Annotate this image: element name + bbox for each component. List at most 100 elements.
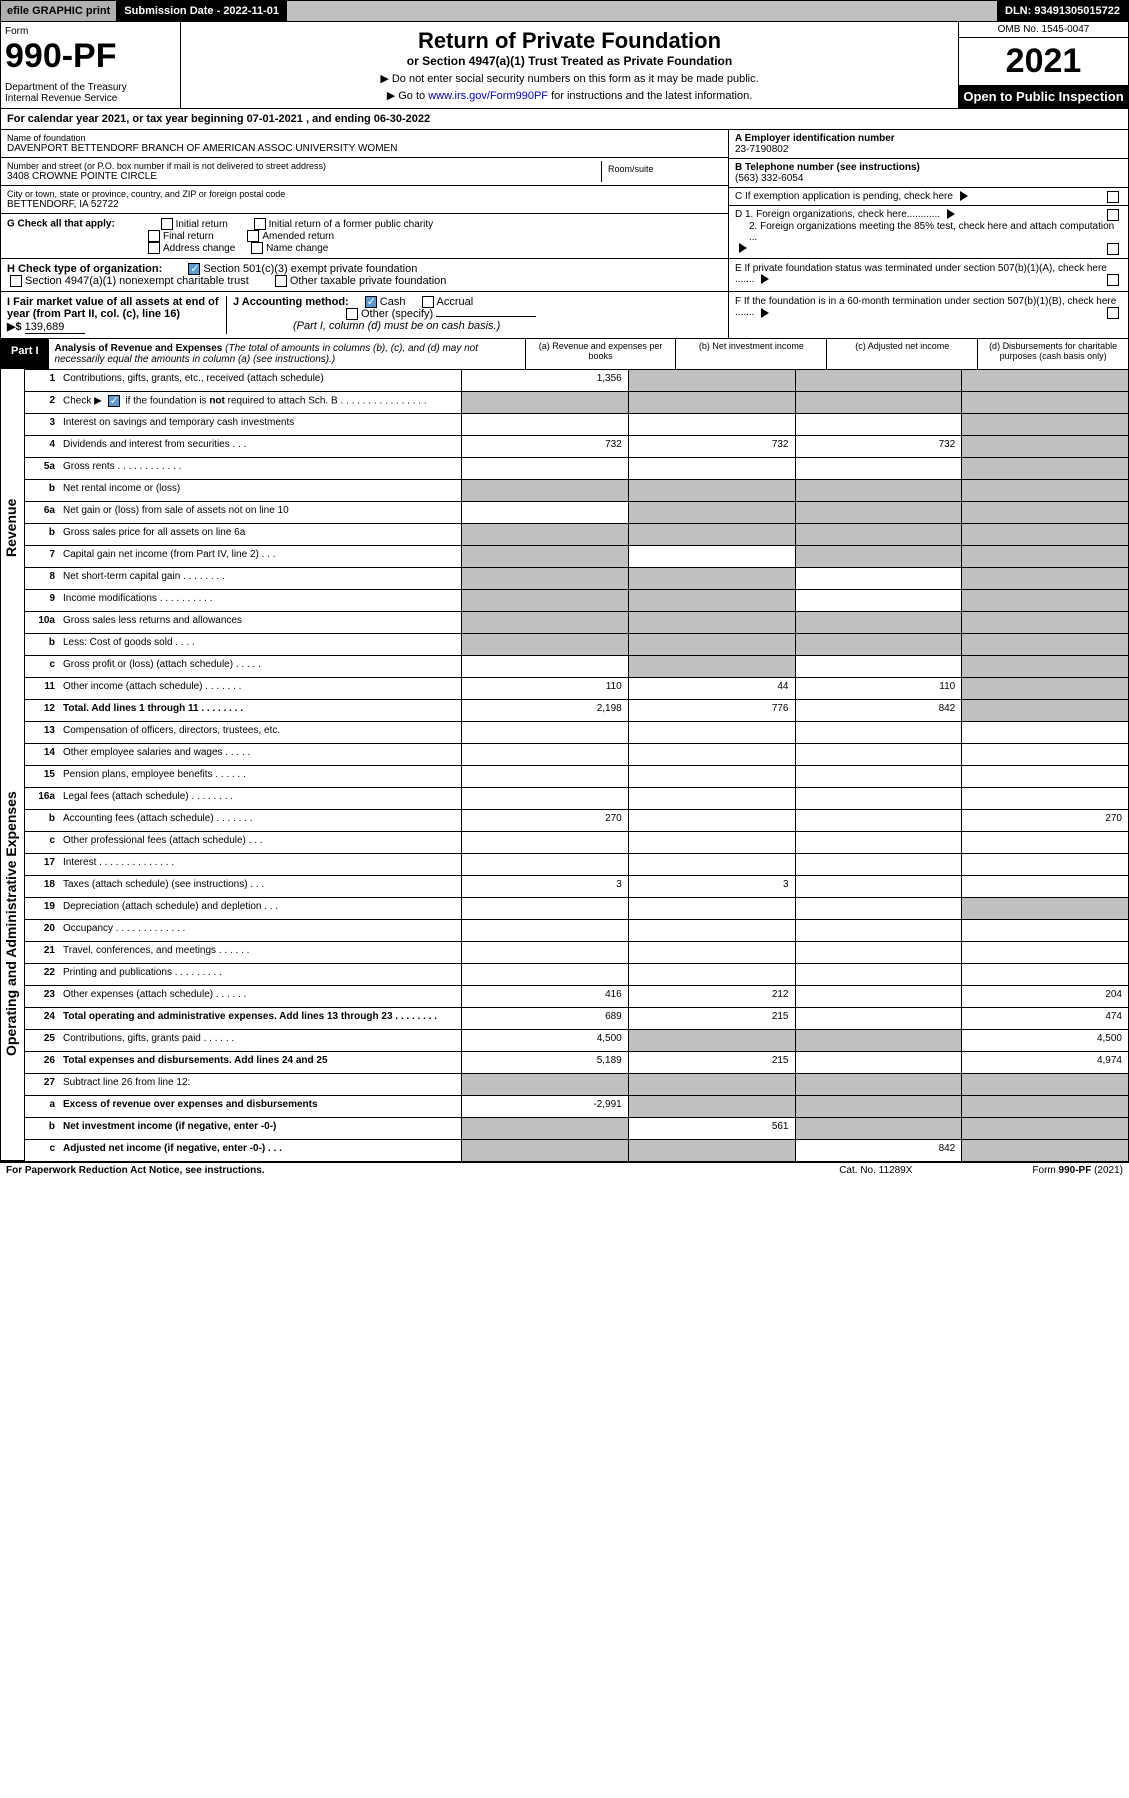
arrow-icon: [761, 274, 769, 284]
form-link[interactable]: www.irs.gov/Form990PF: [428, 90, 548, 102]
line-23: 23Other expenses (attach schedule) . . .…: [25, 985, 1128, 1007]
line-19: 19Depreciation (attach schedule) and dep…: [25, 897, 1128, 919]
g-name-cb[interactable]: [251, 242, 263, 254]
line-16b: bAccounting fees (attach schedule) . . .…: [25, 809, 1128, 831]
line-27b: bNet investment income (if negative, ent…: [25, 1117, 1128, 1139]
line-13: 13Compensation of officers, directors, t…: [25, 721, 1128, 743]
identity-grid: Name of foundation DAVENPORT BETTENDORF …: [0, 130, 1129, 259]
g-initial-former-cb[interactable]: [254, 218, 266, 230]
line-27a: aExcess of revenue over expenses and dis…: [25, 1095, 1128, 1117]
part-desc: Analysis of Revenue and Expenses (The to…: [49, 339, 525, 369]
paperwork-notice: For Paperwork Reduction Act Notice, see …: [6, 1165, 839, 1176]
col-a: (a) Revenue and expenses per books: [525, 339, 676, 369]
arrow-icon: [960, 191, 968, 201]
line-10a: 10aGross sales less returns and allowanc…: [25, 611, 1128, 633]
g-section: G Check all that apply: Initial return I…: [1, 214, 728, 258]
col-d: (d) Disbursements for charitable purpose…: [977, 339, 1128, 369]
line-20: 20Occupancy . . . . . . . . . . . . .: [25, 919, 1128, 941]
form-number: 990-PF: [5, 37, 176, 76]
h-section: H Check type of organization: Section 50…: [0, 259, 1129, 292]
form-word: Form: [5, 26, 176, 37]
phone: (563) 332-6054: [735, 173, 803, 184]
g-final-cb[interactable]: [148, 230, 160, 242]
arrow-icon: [761, 308, 769, 318]
line-16c: cOther professional fees (attach schedul…: [25, 831, 1128, 853]
form-ref: Form 990-PF (2021): [1032, 1165, 1123, 1176]
line-18: 18Taxes (attach schedule) (see instructi…: [25, 875, 1128, 897]
h-4947-cb[interactable]: [10, 275, 22, 287]
line-6b: bGross sales price for all assets on lin…: [25, 523, 1128, 545]
f-checkbox[interactable]: [1107, 307, 1119, 319]
line-27c: cAdjusted net income (if negative, enter…: [25, 1139, 1128, 1161]
line-2: 2Check ▶ if the foundation is not requir…: [25, 391, 1128, 413]
line-21: 21Travel, conferences, and meetings . . …: [25, 941, 1128, 963]
dept: Department of the Treasury Internal Reve…: [5, 82, 176, 104]
part-1: Part I Analysis of Revenue and Expenses …: [0, 339, 1129, 1162]
ij-section: I Fair market value of all assets at end…: [0, 292, 1129, 339]
topbar: efile GRAPHIC print Submission Date - 20…: [0, 0, 1129, 22]
line-6a: 6aNet gain or (loss) from sale of assets…: [25, 501, 1128, 523]
address: 3408 CROWNE POINTE CIRCLE: [7, 171, 601, 182]
line-15: 15Pension plans, employee benefits . . .…: [25, 765, 1128, 787]
omb: OMB No. 1545-0047: [959, 22, 1128, 38]
g-address-cb[interactable]: [148, 242, 160, 254]
c-checkbox[interactable]: [1107, 191, 1119, 203]
line-11: 11Other income (attach schedule) . . . .…: [25, 677, 1128, 699]
line-27: 27Subtract line 26 from line 12:: [25, 1073, 1128, 1095]
footer: For Paperwork Reduction Act Notice, see …: [0, 1162, 1129, 1178]
f-section: F If the foundation is in a 60-month ter…: [728, 292, 1128, 338]
line-16a: 16aLegal fees (attach schedule) . . . . …: [25, 787, 1128, 809]
fmv-value: 139,689: [25, 321, 85, 334]
j-other-cb[interactable]: [346, 308, 358, 320]
form-subtitle: or Section 4947(a)(1) Trust Treated as P…: [187, 54, 952, 68]
room-label: Room/suite: [608, 164, 716, 174]
open-inspection: Open to Public Inspection: [959, 85, 1128, 108]
tax-year: 2021: [959, 38, 1128, 85]
line-5a: 5aGross rents . . . . . . . . . . . .: [25, 457, 1128, 479]
arrow-icon: [947, 209, 955, 219]
j-cash-cb[interactable]: [365, 296, 377, 308]
j-accrual-cb[interactable]: [422, 296, 434, 308]
cat-no: Cat. No. 11289X: [839, 1165, 912, 1176]
d1-checkbox[interactable]: [1107, 209, 1119, 221]
line-4: 4Dividends and interest from securities …: [25, 435, 1128, 457]
phone-cell: B Telephone number (see instructions) (5…: [729, 159, 1128, 188]
l2-checkbox[interactable]: [108, 395, 120, 407]
g-initial-cb[interactable]: [161, 218, 173, 230]
line-10c: cGross profit or (loss) (attach schedule…: [25, 655, 1128, 677]
form-header: Form 990-PF Department of the Treasury I…: [0, 22, 1129, 109]
submission-date: Submission Date - 2022-11-01: [116, 1, 287, 21]
arrow-icon: [739, 243, 747, 253]
col-c: (c) Adjusted net income: [826, 339, 977, 369]
foundation-name-cell: Name of foundation DAVENPORT BETTENDORF …: [1, 130, 728, 158]
line-26: 26Total expenses and disbursements. Add …: [25, 1051, 1128, 1073]
h-other-cb[interactable]: [275, 275, 287, 287]
line-12: 12Total. Add lines 1 through 11 . . . . …: [25, 699, 1128, 721]
city-state-zip: BETTENDORF, IA 52722: [7, 199, 722, 210]
line-8: 8Net short-term capital gain . . . . . .…: [25, 567, 1128, 589]
line-1: 1Contributions, gifts, grants, etc., rec…: [25, 369, 1128, 391]
c-cell: C If exemption application is pending, c…: [729, 188, 1128, 206]
line-25: 25Contributions, gifts, grants paid . . …: [25, 1029, 1128, 1051]
expenses-side-label: Operating and Administrative Expenses: [1, 687, 24, 1161]
line-17: 17Interest . . . . . . . . . . . . . .: [25, 853, 1128, 875]
h-501c3-cb[interactable]: [188, 263, 200, 275]
line-3: 3Interest on savings and temporary cash …: [25, 413, 1128, 435]
calendar-year-row: For calendar year 2021, or tax year begi…: [0, 109, 1129, 130]
instr-2: ▶ Go to www.irs.gov/Form990PF for instru…: [187, 89, 952, 102]
form-title: Return of Private Foundation: [187, 28, 952, 54]
g-amended-cb[interactable]: [247, 230, 259, 242]
e-checkbox[interactable]: [1107, 274, 1119, 286]
line-10b: bLess: Cost of goods sold . . . .: [25, 633, 1128, 655]
line-22: 22Printing and publications . . . . . . …: [25, 963, 1128, 985]
line-24: 24Total operating and administrative exp…: [25, 1007, 1128, 1029]
revenue-side-label: Revenue: [1, 369, 24, 687]
line-9: 9Income modifications . . . . . . . . . …: [25, 589, 1128, 611]
line-7: 7Capital gain net income (from Part IV, …: [25, 545, 1128, 567]
d2-checkbox[interactable]: [1107, 243, 1119, 255]
ein-cell: A Employer identification number 23-7190…: [729, 130, 1128, 159]
ein: 23-7190802: [735, 144, 788, 155]
efile-label[interactable]: efile GRAPHIC print: [1, 1, 116, 21]
line-14: 14Other employee salaries and wages . . …: [25, 743, 1128, 765]
col-b: (b) Net investment income: [675, 339, 826, 369]
